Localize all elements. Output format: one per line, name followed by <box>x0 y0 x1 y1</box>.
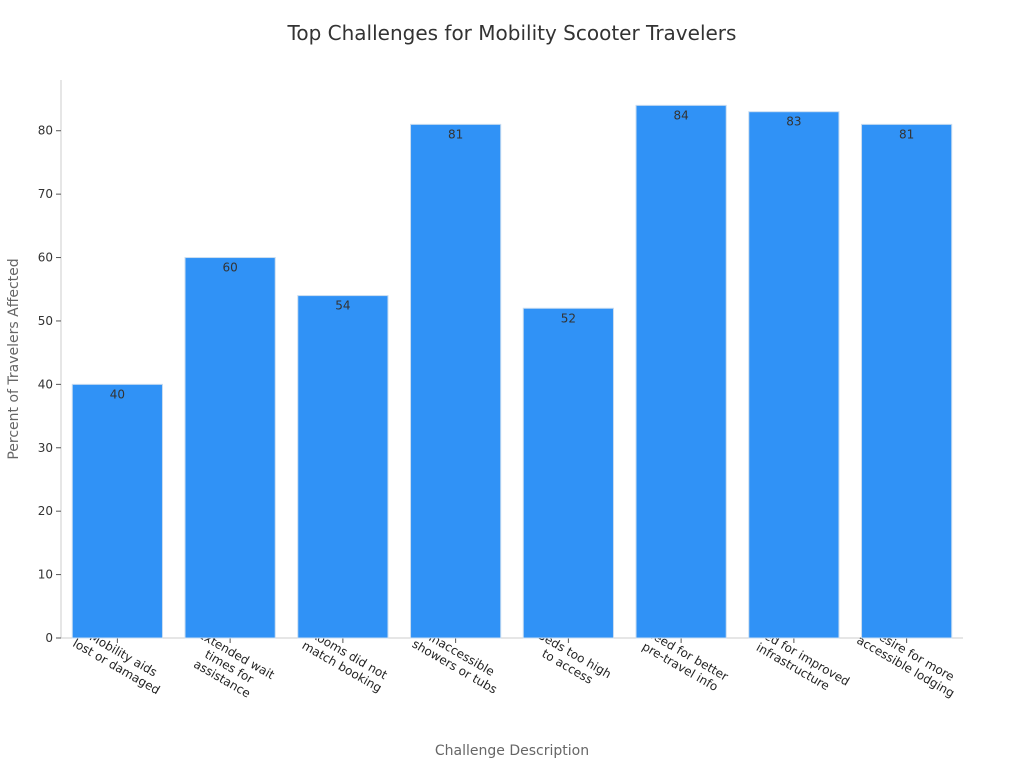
bars-group <box>71 104 953 639</box>
bar <box>71 383 163 639</box>
x-axis-label: Challenge Description <box>435 743 589 759</box>
bar <box>861 123 953 639</box>
y-tick-label: 50 <box>38 314 53 328</box>
bar-value-label: 54 <box>335 299 350 313</box>
bar <box>522 307 614 639</box>
y-tick-label: 40 <box>38 377 53 391</box>
y-tick-label: 10 <box>38 568 53 582</box>
bar-value-label: 81 <box>899 127 914 141</box>
bar-value-label: 83 <box>786 115 801 129</box>
y-tick-label: 70 <box>38 187 53 201</box>
bar <box>297 295 389 639</box>
bar-value-label: 81 <box>448 127 463 141</box>
y-tick-label: 80 <box>38 124 53 138</box>
bar <box>748 111 840 639</box>
chart-title: Top Challenges for Mobility Scooter Trav… <box>287 21 737 45</box>
bar-value-label: 84 <box>673 108 688 122</box>
bar <box>410 123 502 639</box>
y-tick-label: 30 <box>38 441 53 455</box>
bar-value-label: 60 <box>222 261 237 275</box>
y-axis: 0 10 20 30 40 50 60 70 80 <box>38 80 62 645</box>
bar <box>184 257 276 639</box>
bar <box>635 104 727 639</box>
y-tick-label: 20 <box>38 504 53 518</box>
data-labels-group: 40 60 54 81 52 84 83 81 <box>110 108 915 401</box>
y-tick-label: 60 <box>38 251 53 265</box>
bar-value-label: 40 <box>110 387 125 401</box>
y-tick-label: 0 <box>45 631 53 645</box>
y-axis-label: Percent of Travelers Affected <box>6 258 22 459</box>
bar-value-label: 52 <box>561 311 576 325</box>
